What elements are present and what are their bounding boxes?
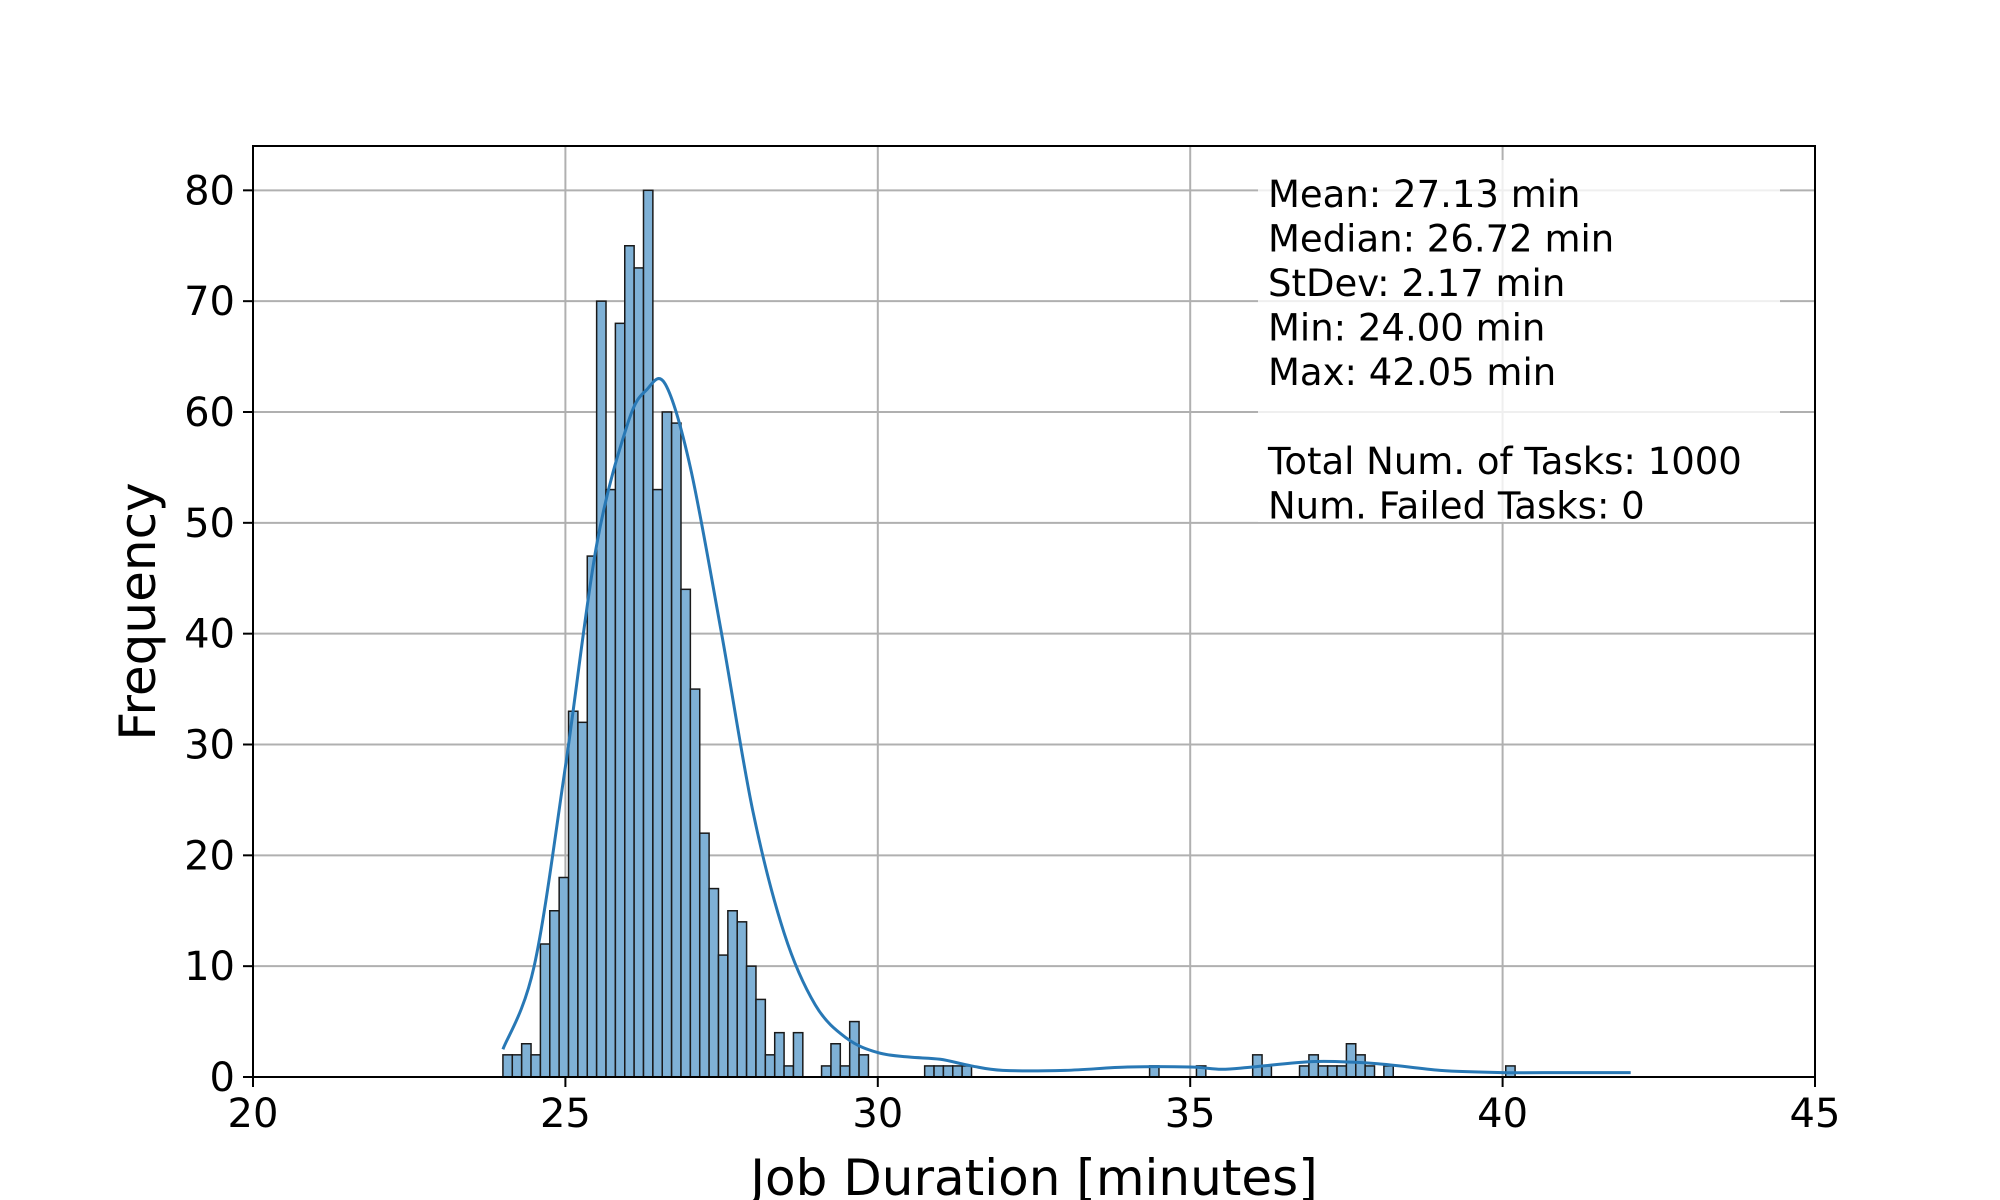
y-tick-label: 80 xyxy=(184,168,235,214)
histogram-bar xyxy=(839,1065,851,1078)
histogram-bar xyxy=(549,910,560,1078)
histogram-bar xyxy=(961,1065,973,1078)
plot-frame xyxy=(252,145,1816,1078)
histogram-bar xyxy=(1317,1065,1329,1078)
histogram-bar xyxy=(605,488,617,1078)
histogram-bar xyxy=(727,910,738,1078)
histogram-bar xyxy=(502,1054,514,1078)
stats-line: Median: 26.72 min xyxy=(1268,218,1614,261)
stats-line: Mean: 27.13 min xyxy=(1268,173,1581,216)
histogram-bar xyxy=(652,488,663,1078)
histogram-bar xyxy=(942,1065,954,1078)
histogram-bar xyxy=(848,1020,860,1078)
stats-line: Total Num. of Tasks: 1000 xyxy=(1267,440,1742,483)
y-tick-label: 30 xyxy=(184,723,235,769)
histogram-bar xyxy=(689,688,701,1078)
histogram-bar xyxy=(783,1065,795,1078)
histogram-bars xyxy=(502,189,1516,1078)
y-axis-ticks: 0 10 20 30 40 50 60 70 80 xyxy=(184,168,253,1101)
histogram-bar xyxy=(792,1031,804,1078)
x-tick-label: 40 xyxy=(1477,1091,1528,1137)
histogram-bar xyxy=(1383,1065,1395,1078)
y-tick-label: 40 xyxy=(184,612,235,658)
stats-line: Min: 24.00 min xyxy=(1268,307,1545,350)
x-axis-label: Job Duration [minutes] xyxy=(747,1149,1317,1200)
histogram-bar xyxy=(952,1065,963,1078)
x-axis-ticks: 20 25 30 35 40 45 xyxy=(228,1077,1841,1137)
histogram-bar xyxy=(642,189,654,1078)
stats-line: StDev: 2.17 min xyxy=(1268,262,1565,305)
y-tick-label: 20 xyxy=(184,833,235,879)
y-axis-label: Frequency xyxy=(109,482,167,740)
histogram-bar xyxy=(567,710,579,1078)
histogram-bar xyxy=(698,832,710,1078)
histogram-bar xyxy=(670,422,682,1078)
histogram-bar xyxy=(624,245,635,1078)
histogram-bar xyxy=(530,1054,542,1078)
histogram-bar xyxy=(595,300,607,1078)
histogram-bar xyxy=(1298,1065,1310,1078)
stats-box-background xyxy=(1258,160,1780,522)
y-tick-label: 0 xyxy=(210,1055,235,1101)
x-tick-label: 35 xyxy=(1165,1091,1216,1137)
stats-line: Num. Failed Tasks: 0 xyxy=(1268,485,1645,528)
histogram-bar xyxy=(923,1065,935,1078)
histogram-bar xyxy=(558,876,570,1078)
histogram-bar xyxy=(745,965,757,1078)
histogram-bar xyxy=(586,555,598,1078)
histogram-bar xyxy=(933,1065,945,1078)
histogram-bar xyxy=(736,921,748,1078)
histogram-bar xyxy=(708,887,720,1078)
y-tick-label: 70 xyxy=(184,279,235,325)
y-tick-label: 50 xyxy=(184,501,235,547)
y-tick-label: 10 xyxy=(184,944,235,990)
histogram-bar xyxy=(539,943,551,1078)
stats-line: Max: 42.05 min xyxy=(1268,351,1556,394)
histogram-bar xyxy=(764,1054,776,1078)
y-tick-label: 60 xyxy=(184,390,235,436)
histogram-bar xyxy=(633,267,645,1078)
kde-curve xyxy=(501,377,1631,1075)
histogram-bar xyxy=(858,1054,870,1078)
histogram-bar xyxy=(577,721,589,1078)
histogram-bar xyxy=(1308,1054,1320,1078)
x-tick-label: 45 xyxy=(1790,1091,1841,1137)
histogram-bar xyxy=(1336,1065,1348,1078)
x-tick-label: 25 xyxy=(540,1091,591,1137)
histogram-bar xyxy=(1326,1065,1338,1078)
histogram-bar xyxy=(1345,1043,1357,1078)
histogram-bar xyxy=(830,1043,842,1078)
histogram-bar xyxy=(661,411,673,1078)
histogram-bar xyxy=(773,1031,785,1078)
x-tick-label: 30 xyxy=(852,1091,903,1137)
histogram-bar xyxy=(1261,1065,1273,1078)
histogram-bar xyxy=(755,998,767,1078)
x-tick-label: 20 xyxy=(228,1091,279,1137)
histogram-bar xyxy=(820,1065,832,1078)
histogram-bar xyxy=(680,588,692,1078)
histogram-bar xyxy=(717,954,729,1078)
histogram-bar xyxy=(1364,1065,1376,1078)
histogram-bar xyxy=(520,1043,532,1078)
histogram-bar xyxy=(1355,1054,1366,1078)
histogram-bar xyxy=(511,1054,523,1078)
